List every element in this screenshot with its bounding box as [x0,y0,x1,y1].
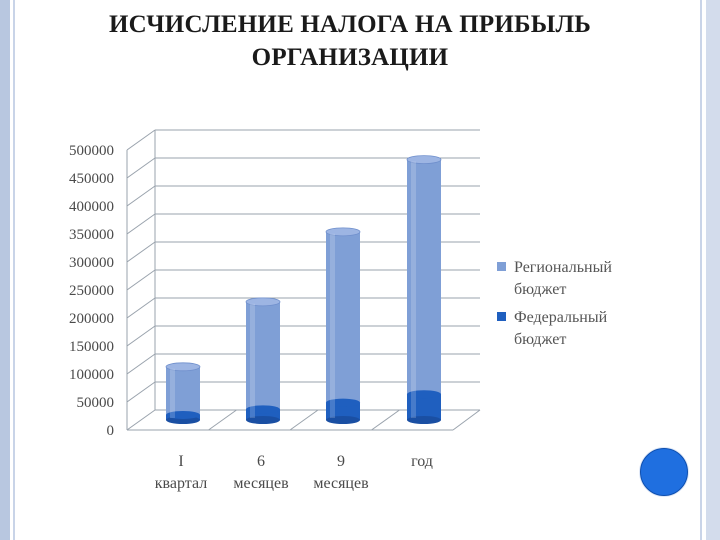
gridline-side [126,409,156,431]
bar-top-2 [325,227,361,237]
x-tick-label: 6 [257,453,265,470]
y-tick-label: 450000 [69,171,114,187]
y-tick-label: 350000 [69,227,114,243]
y-tick-label: 250000 [69,283,114,299]
bar-federal-base-1 [246,416,280,424]
x-tick-label: I [178,453,183,470]
left-frame-line [13,0,15,540]
legend-swatch [497,312,506,321]
legend-label: бюджет [514,331,566,348]
bar-top-1 [245,297,281,307]
x-tick-label: год [411,453,433,470]
title-line-1: ИСЧИСЛЕНИЕ НАЛОГА НА ПРИБЫЛЬ [108,11,592,38]
bar-federal-2 [326,402,360,420]
y-tick-label: 150000 [69,339,114,355]
gridline-side [126,213,156,235]
bar-top-3 [406,155,442,165]
left-frame-bar [0,0,10,540]
y-tick-label: 0 [107,423,115,439]
bar-federal-base-2 [326,416,360,424]
y-tick-label: 300000 [69,255,114,271]
right-frame-bar [706,0,720,540]
floor-right-edge [452,409,481,431]
bar-federal-base-3 [407,416,441,424]
bar-boundary-2 [326,398,360,407]
gridline-side [126,269,156,291]
y-tick-label: 50000 [77,395,115,411]
gridline-side [126,353,156,375]
y-tick-label: 500000 [69,143,114,159]
x-tick-label: месяцев [313,475,369,492]
bar-highlight-3 [411,161,416,418]
gridline-side [126,297,156,319]
bar-highlight-1 [250,303,255,418]
bar-federal-1 [246,409,280,420]
decorative-circle [640,448,688,496]
bar-regional-2 [326,231,360,403]
floor-divider [289,409,319,431]
page-title: ИСЧИСЛЕНИЕ НАЛОГА НА ПРИБЫЛЬ ОРГАНИЗАЦИИ [20,8,680,74]
legend-label: Федеральный [514,309,608,326]
bar-top-0 [165,362,201,372]
y-tick-label: 100000 [69,367,114,383]
bar-highlight-2 [330,233,335,418]
bar-regional-1 [246,301,280,410]
gridline-side [126,129,156,151]
gridline-side [126,185,156,207]
x-tick-label: 9 [337,453,345,470]
gridline-side [126,325,156,347]
gridline-side [126,241,156,263]
bar-boundary-3 [407,390,441,399]
floor-divider [208,409,237,431]
bar-boundary-1 [246,405,280,414]
title-line-2: ОРГАНИЗАЦИИ [251,44,449,71]
floor-divider [371,409,400,431]
gridline-side [126,157,156,179]
bar-federal-3 [407,394,441,420]
gridline-side [126,381,156,403]
legend-label: бюджет [514,281,566,298]
legend-swatch [497,262,506,271]
bar-highlight-0 [170,368,175,418]
x-tick-label: месяцев [233,475,289,492]
bar-regional-0 [166,366,200,415]
right-frame-line [700,0,702,540]
y-tick-label: 200000 [69,311,114,327]
bar-boundary-0 [166,410,200,419]
x-tick-label: квартал [155,475,207,492]
y-tick-label: 400000 [69,199,114,215]
legend-label: Региональный [514,259,612,276]
bar-regional-3 [407,159,441,395]
